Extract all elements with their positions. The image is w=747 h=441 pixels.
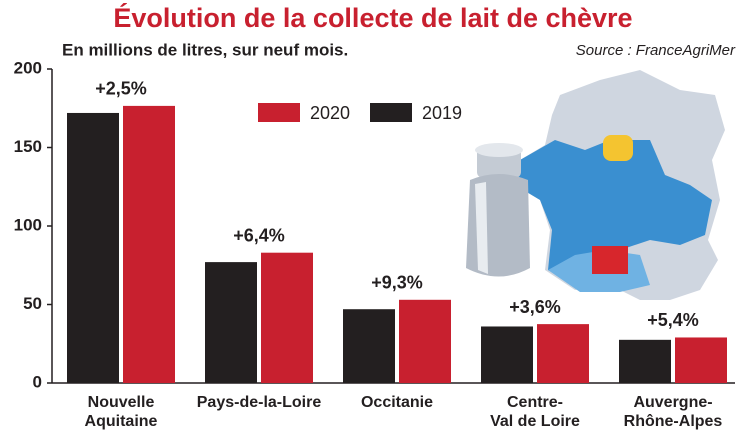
bar — [261, 252, 313, 383]
bar — [675, 337, 727, 383]
milk-can — [466, 143, 530, 277]
x-tick-label-line: Aquitaine — [85, 413, 158, 430]
legend-label: 2019 — [422, 103, 462, 123]
y-tick-label: 50 — [23, 294, 42, 313]
x-tick-label-line: Pays-de-la-Loire — [197, 394, 322, 411]
annotation: +2,5% — [95, 79, 147, 99]
x-tick-label-line: Occitanie — [361, 394, 433, 411]
legend-swatch — [370, 103, 412, 122]
bar — [123, 105, 175, 384]
x-tick-label-line: Rhône-Alpes — [624, 413, 723, 430]
annotation: +5,4% — [647, 310, 699, 330]
map-regions — [515, 140, 712, 285]
legend-label: 2020 — [310, 103, 350, 123]
bar — [399, 299, 451, 383]
x-tick-label: Nouvelle Aquitaine — [85, 394, 158, 430]
bar — [343, 309, 395, 383]
x-tick-label: Centre- Val de Loire — [490, 394, 580, 430]
legend-swatch — [258, 103, 300, 122]
y-tick-label: 200 — [14, 58, 42, 77]
chart-title: Évolution de la collecte de lait de chèv… — [113, 2, 632, 33]
chart-subtitle: En millions de litres, sur neuf mois. — [62, 40, 348, 59]
bar — [205, 262, 257, 383]
x-tick-label-line: Val de Loire — [490, 413, 580, 430]
x-tick-label: Pays-de-la-Loire — [197, 394, 322, 411]
x-tick-label-line: Auvergne- — [633, 394, 712, 411]
x-tick-label: Occitanie — [361, 394, 433, 411]
annotation: +9,3% — [371, 273, 423, 293]
annotation: +6,4% — [233, 225, 285, 245]
region-logo — [603, 135, 633, 161]
annotation: +3,6% — [509, 297, 561, 317]
bar — [537, 324, 589, 383]
x-tick-label: Auvergne- Rhône-Alpes — [624, 394, 723, 430]
bar — [619, 339, 671, 383]
bar — [481, 326, 533, 383]
y-tick-label: 100 — [14, 215, 42, 234]
region-logo — [592, 246, 628, 274]
y-tick-label: 0 — [33, 372, 42, 391]
y-tick-label: 150 — [14, 137, 42, 156]
x-tick-label-line: Nouvelle — [88, 394, 155, 411]
x-tick-label-line: Centre- — [507, 394, 563, 411]
chart-source: Source : FranceAgriMer — [576, 42, 736, 59]
bar — [67, 112, 119, 384]
map-illustration — [515, 70, 725, 300]
